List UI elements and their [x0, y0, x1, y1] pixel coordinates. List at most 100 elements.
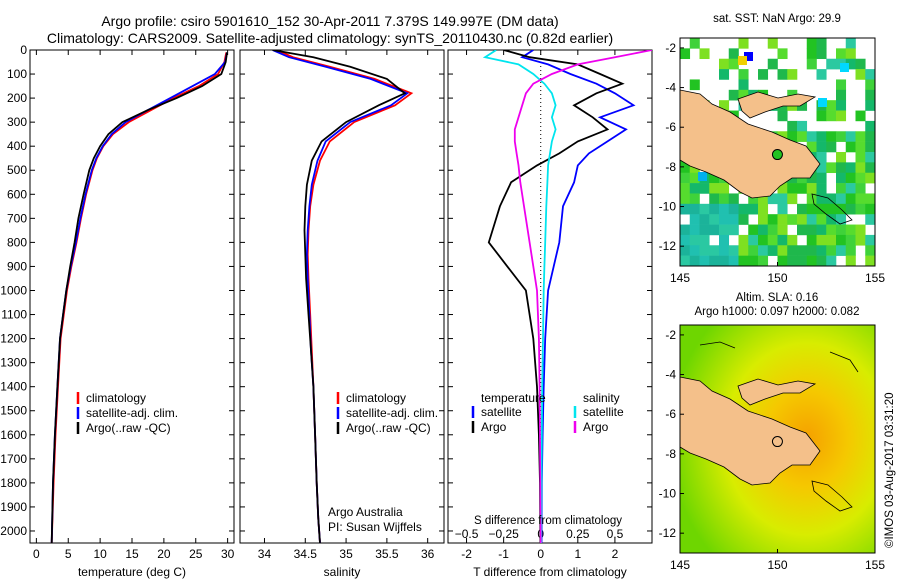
sst-cell — [855, 183, 866, 194]
sst-cell — [826, 203, 837, 215]
sst-cell — [689, 172, 700, 184]
sst-map-ytick-label-4: -10 — [659, 200, 677, 214]
sst-cell — [836, 193, 847, 205]
sst-cell — [758, 203, 769, 215]
sst-cell — [816, 255, 827, 266]
sst-cell — [709, 172, 720, 184]
sst-cell — [826, 110, 837, 122]
sst-cell — [855, 141, 866, 153]
sst-cell — [816, 48, 827, 60]
sst-cell — [699, 183, 710, 194]
sst-map-ytick-label-3: -8 — [665, 160, 676, 174]
sst-cell — [738, 255, 749, 266]
sst-cell — [816, 193, 827, 205]
sla-map-coast-islands — [811, 480, 853, 512]
sst-cell — [806, 193, 817, 205]
sst-cell — [797, 245, 808, 256]
sla-map-argo-marker — [771, 436, 783, 448]
sst-cell — [845, 131, 856, 142]
sst-cell — [816, 69, 827, 80]
sst-map-land-new-britain — [737, 91, 817, 119]
sst-cell — [836, 131, 847, 142]
sst-cell — [728, 245, 739, 256]
sst-cell — [845, 38, 856, 49]
sst-cell — [865, 131, 875, 142]
temperature-axes: 0 5 10 15 20 25 300100200300400500600700800900… — [0, 43, 234, 561]
sst-cell — [758, 234, 769, 246]
sst-cell — [865, 193, 875, 205]
sst-cell — [845, 245, 856, 256]
sst-cell — [865, 203, 875, 215]
sst-cell — [855, 224, 866, 236]
salinity-legend-label-1: satellite-adj. clim. — [346, 406, 438, 420]
temperature-ytick-label-5: 500 — [7, 163, 27, 177]
sst-cell — [836, 152, 847, 163]
sst-cell — [797, 131, 808, 142]
sst-cell — [845, 58, 856, 70]
sst-cell — [709, 183, 720, 194]
sst-cell — [797, 183, 808, 194]
sst-cell — [816, 141, 827, 153]
sst-cell — [865, 214, 875, 225]
sst-cell — [699, 255, 710, 266]
temperature-xtick-label-0: 0 — [33, 547, 40, 561]
sst-cell — [806, 234, 817, 246]
sst-cell — [680, 172, 691, 184]
header-line-1: Argo profile: csiro 5901610_152 30-Apr-2… — [101, 13, 558, 29]
sst-cell — [816, 172, 827, 184]
sst-cell — [787, 193, 798, 205]
temperature-ytick-label-18: 1800 — [0, 476, 27, 490]
sst-cell — [680, 245, 691, 256]
difference-s-tick-label-1: −0.25 — [488, 527, 519, 541]
sst-cell — [709, 224, 720, 236]
difference-series-salinity-argo — [513, 50, 652, 543]
temperature-ytick-label-12: 1200 — [0, 332, 27, 346]
sst-cell — [680, 183, 691, 194]
sst-cell — [758, 214, 769, 225]
sst-cell — [797, 203, 808, 215]
temperature-xtick-label-4: 20 — [157, 547, 171, 561]
sst-cell — [836, 234, 847, 246]
sst-cell — [689, 224, 700, 236]
sst-cell — [845, 172, 856, 184]
sla-map-axes: 145 150 155 -2 -4 -6 -8 -10 -12 — [659, 328, 886, 572]
sst-cell — [865, 69, 875, 80]
temperature-xtick-label-5: 25 — [189, 547, 203, 561]
sst-cell — [680, 234, 691, 246]
sst-cell — [709, 255, 720, 266]
sst-cell — [699, 224, 710, 236]
sst-cell — [777, 48, 788, 60]
temperature-series — [50, 52, 228, 543]
sst-cell — [748, 234, 759, 246]
temperature-ytick-label-19: 1900 — [0, 500, 27, 514]
sst-cell — [719, 193, 730, 205]
sst-cell — [767, 224, 778, 236]
sst-cell — [709, 245, 720, 256]
sst-cell — [806, 214, 817, 225]
sla-map-ytick-label-0: -2 — [665, 328, 676, 342]
sst-cell — [777, 203, 788, 215]
sst-cell — [845, 224, 856, 236]
sla-map-coast-north — [699, 341, 859, 373]
sst-cell — [816, 183, 827, 194]
sla-map-xtick-label-1: 150 — [767, 558, 787, 572]
sst-cell — [865, 152, 875, 163]
sst-cell — [709, 203, 720, 215]
temperature-ytick-label-9: 900 — [7, 259, 27, 273]
sst-cell — [816, 38, 827, 49]
sst-cell — [836, 183, 847, 194]
salinity-axes: 34 34.5 35 35.5 36 — [240, 49, 444, 561]
sst-cell — [845, 193, 856, 205]
sst-cell — [826, 131, 837, 142]
sst-cell — [787, 69, 798, 80]
sst-cell — [709, 214, 720, 225]
sst-cell — [748, 245, 759, 256]
sla-map-ytick-label-1: -4 — [665, 368, 676, 382]
sst-cell — [738, 79, 749, 91]
salinity-annotation-line-2: PI: Susan Wijffels — [328, 520, 422, 534]
difference-xtick-label-2: 0 — [537, 547, 544, 561]
sst-cell — [826, 214, 837, 225]
sst-cell — [728, 214, 739, 225]
